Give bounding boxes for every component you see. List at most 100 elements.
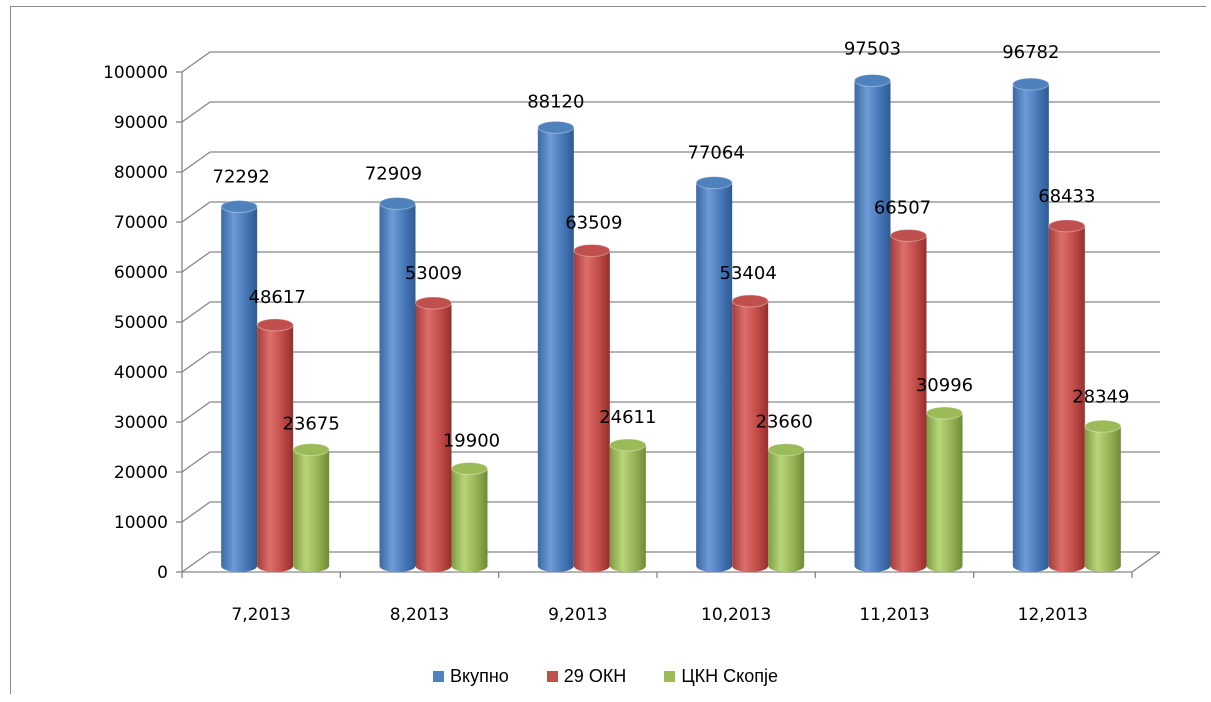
grid-diagonal — [181, 101, 211, 123]
y-tick-label: 30000 — [114, 413, 168, 433]
bar-body — [379, 203, 416, 572]
bar-body — [451, 468, 488, 572]
legend-item-series-1: 29 ОКН — [546, 665, 627, 687]
x-tick-label: 10,2013 — [701, 605, 771, 625]
legend-label-series-2: ЦКН Скопје — [681, 665, 778, 686]
bar-body — [293, 449, 330, 572]
bar-body — [1084, 426, 1121, 572]
bar-series-2-9,2013 — [609, 438, 647, 572]
x-tick-label: 9,2013 — [548, 605, 607, 625]
bar-top — [854, 73, 891, 87]
y-tick-label: 100000 — [103, 63, 168, 83]
bar-body — [854, 80, 891, 573]
bar-series-2-10,2013 — [767, 443, 805, 572]
bar-series-2-11,2013 — [926, 406, 963, 572]
bar-top — [537, 120, 575, 134]
bar-body — [1012, 84, 1049, 572]
data-label: 23675 — [283, 414, 340, 435]
data-label: 96782 — [1002, 42, 1059, 63]
bar-body — [732, 300, 769, 572]
bar-top — [415, 296, 452, 310]
bar-top — [1084, 419, 1122, 433]
bar-body — [537, 127, 574, 573]
bars — [220, 73, 1122, 573]
bar-series-1-11,2013 — [890, 228, 927, 572]
y-tick-label: 60000 — [114, 263, 168, 283]
y-tick-label: 50000 — [114, 313, 168, 333]
bar-series-2-8,2013 — [451, 462, 488, 572]
data-label: 72292 — [213, 167, 270, 188]
legend: Вкупно 29 ОКН ЦКН Скопје — [0, 664, 1211, 688]
bar-series-2-12,2013 — [1084, 419, 1122, 572]
bar-series-0-12,2013 — [1012, 77, 1050, 572]
bar-top — [379, 196, 416, 210]
bar-top — [292, 443, 330, 457]
bar-top — [609, 438, 647, 452]
y-tick-label: 80000 — [114, 163, 168, 183]
bar-body — [768, 449, 805, 572]
bar-series-0-9,2013 — [537, 120, 575, 573]
bar-body — [696, 182, 733, 572]
data-label: 24611 — [599, 407, 656, 428]
data-label: 19900 — [443, 431, 500, 452]
bar-body — [1048, 225, 1085, 572]
grid-diagonal — [181, 301, 211, 323]
grid-diagonal — [181, 451, 211, 473]
y-tick-label: 10000 — [114, 513, 168, 533]
bar-top — [1048, 219, 1086, 233]
bar-series-1-9,2013 — [573, 243, 611, 572]
bar-top — [573, 243, 611, 257]
data-label: 88120 — [527, 91, 584, 112]
bar-body — [415, 302, 452, 572]
data-label: 68433 — [1038, 186, 1095, 207]
data-label: 53404 — [720, 263, 777, 284]
data-label: 63509 — [565, 212, 622, 233]
x-tick-label: 12,2013 — [1018, 605, 1088, 625]
bar-top — [926, 406, 963, 420]
data-label: 30996 — [916, 375, 973, 396]
x-tick-label: 8,2013 — [390, 605, 449, 625]
x-tick-label: 11,2013 — [859, 605, 929, 625]
data-label: 23660 — [756, 412, 813, 433]
y-tick-label: 20000 — [114, 463, 168, 483]
grid-diagonal — [181, 401, 211, 423]
bar-series-0-11,2013 — [854, 73, 891, 573]
legend-swatch-series-1 — [546, 670, 558, 682]
bar-top — [731, 294, 769, 308]
bar-body — [926, 413, 963, 572]
bar-top — [1012, 77, 1050, 91]
y-tick-label: 0 — [157, 563, 168, 583]
axes — [176, 71, 1161, 578]
legend-item-series-2: ЦКН Скопје — [664, 666, 778, 687]
data-label: 48617 — [249, 287, 306, 308]
legend-label-series-1: 29 ОКН — [563, 665, 627, 686]
bar-top — [695, 176, 733, 190]
data-label: 77064 — [688, 143, 745, 164]
bar-series-1-12,2013 — [1048, 219, 1086, 572]
grid-diagonal — [181, 251, 211, 273]
bar-series-1-8,2013 — [415, 296, 452, 572]
grid-diagonal — [181, 351, 211, 373]
gridlines — [181, 51, 1160, 573]
grid-diagonal — [181, 51, 211, 73]
x-axis-depth — [1131, 551, 1161, 573]
grid-diagonal — [181, 501, 211, 523]
data-label: 97503 — [844, 38, 901, 59]
x-tick-label: 7,2013 — [231, 605, 290, 625]
bar-series-1-7,2013 — [256, 318, 294, 572]
legend-swatch-series-2 — [664, 670, 676, 682]
bar-body — [221, 206, 258, 572]
legend-label-series-0: Вкупно — [450, 665, 509, 686]
data-label: 72909 — [365, 163, 422, 184]
legend-swatch-series-0 — [433, 670, 445, 682]
grid-diagonal — [181, 551, 211, 573]
data-label: 53009 — [405, 263, 462, 284]
bar-body — [609, 444, 646, 572]
bar-body — [573, 250, 610, 572]
bar-series-0-7,2013 — [220, 200, 258, 572]
data-label: 28349 — [1072, 386, 1129, 407]
legend-item-series-0: Вкупно — [433, 666, 509, 687]
bar-series-0-10,2013 — [695, 176, 733, 572]
bar-series-0-8,2013 — [379, 196, 416, 572]
